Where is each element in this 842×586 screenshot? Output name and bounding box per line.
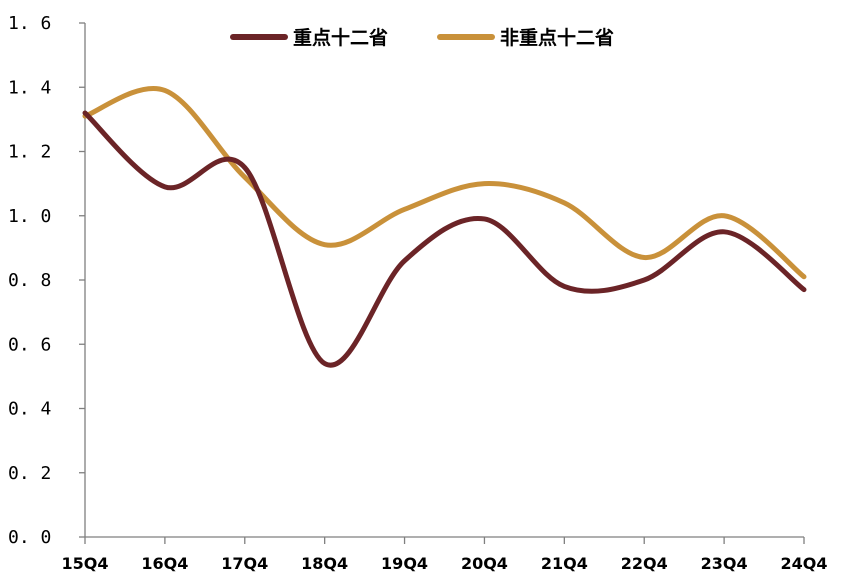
y-tick-label: 0. 0 [8,527,51,548]
x-tick-label: 19Q4 [381,554,428,573]
x-tick-label: 20Q4 [461,554,508,573]
y-tick-label: 0. 2 [8,463,51,484]
x-tick-label: 21Q4 [541,554,588,573]
legend-label-2: 非重点十二省 [500,26,614,49]
y-tick-label: 0. 4 [8,399,51,420]
x-tick-label: 23Q4 [701,554,748,573]
x-tick-label: 16Q4 [141,554,188,573]
y-tick-label: 1. 0 [8,206,51,227]
x-tick-label: 15Q4 [62,554,109,573]
x-tick-label: 24Q4 [781,554,828,573]
series-line-2 [82,86,807,280]
series-layer [82,86,807,368]
y-tick-label: 1. 4 [8,77,51,98]
legend-label-1: 重点十二省 [293,26,388,49]
y-tick-label: 1. 2 [8,142,51,163]
y-tick-label: 0. 8 [8,270,51,291]
series-line-1 [82,110,807,368]
y-tick-label: 0. 6 [8,334,51,355]
axes: 0. 0 0. 2 0. 4 0. 6 0. 8 1. 0 1. 2 1. 4 1. 6 15Q4… [8,13,828,573]
x-tick-label: 22Q4 [621,554,668,573]
x-tick-label: 18Q4 [301,554,348,573]
x-tick-label: 17Q4 [221,554,268,573]
legend: 重点十二省 非重点十二省 [230,26,614,49]
y-tick-label: 1. 6 [8,13,51,34]
